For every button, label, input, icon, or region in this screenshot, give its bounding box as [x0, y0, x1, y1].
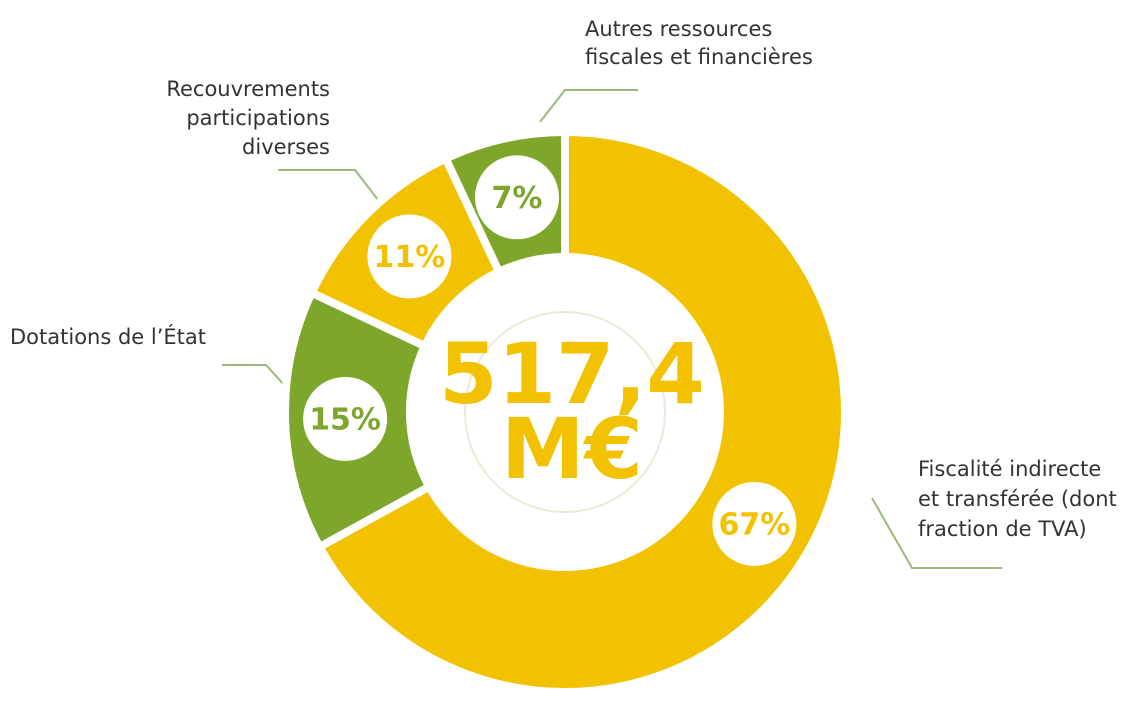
category-label: participations [186, 106, 330, 130]
value-label: 15% [309, 402, 381, 437]
category-label: fiscales et financières [585, 45, 813, 69]
leader-line [871, 497, 1002, 569]
value-label: 67% [718, 507, 790, 542]
category-label: diverses [242, 135, 330, 159]
donut-segment [315, 128, 849, 696]
category-label: Autres ressources [585, 17, 772, 41]
value-badge [712, 481, 797, 566]
value-badge [475, 155, 560, 240]
leader-line [278, 169, 383, 206]
category-label: et transférée (dont [918, 487, 1117, 511]
category-label: fraction de TVA) [918, 517, 1087, 541]
value-label: 7% [492, 181, 543, 216]
value-badge [303, 376, 388, 461]
value-label: 11% [374, 240, 446, 275]
category-label: Recouvrements [166, 77, 330, 101]
inner-ring [464, 311, 666, 513]
leader-line [539, 89, 638, 123]
center-value: 517,4 [439, 325, 705, 423]
center-unit: M€ [501, 400, 643, 498]
value-badge [367, 214, 452, 299]
category-label: Dotations de l’État [10, 324, 206, 349]
category-label: Fiscalité indirecte [918, 457, 1101, 481]
